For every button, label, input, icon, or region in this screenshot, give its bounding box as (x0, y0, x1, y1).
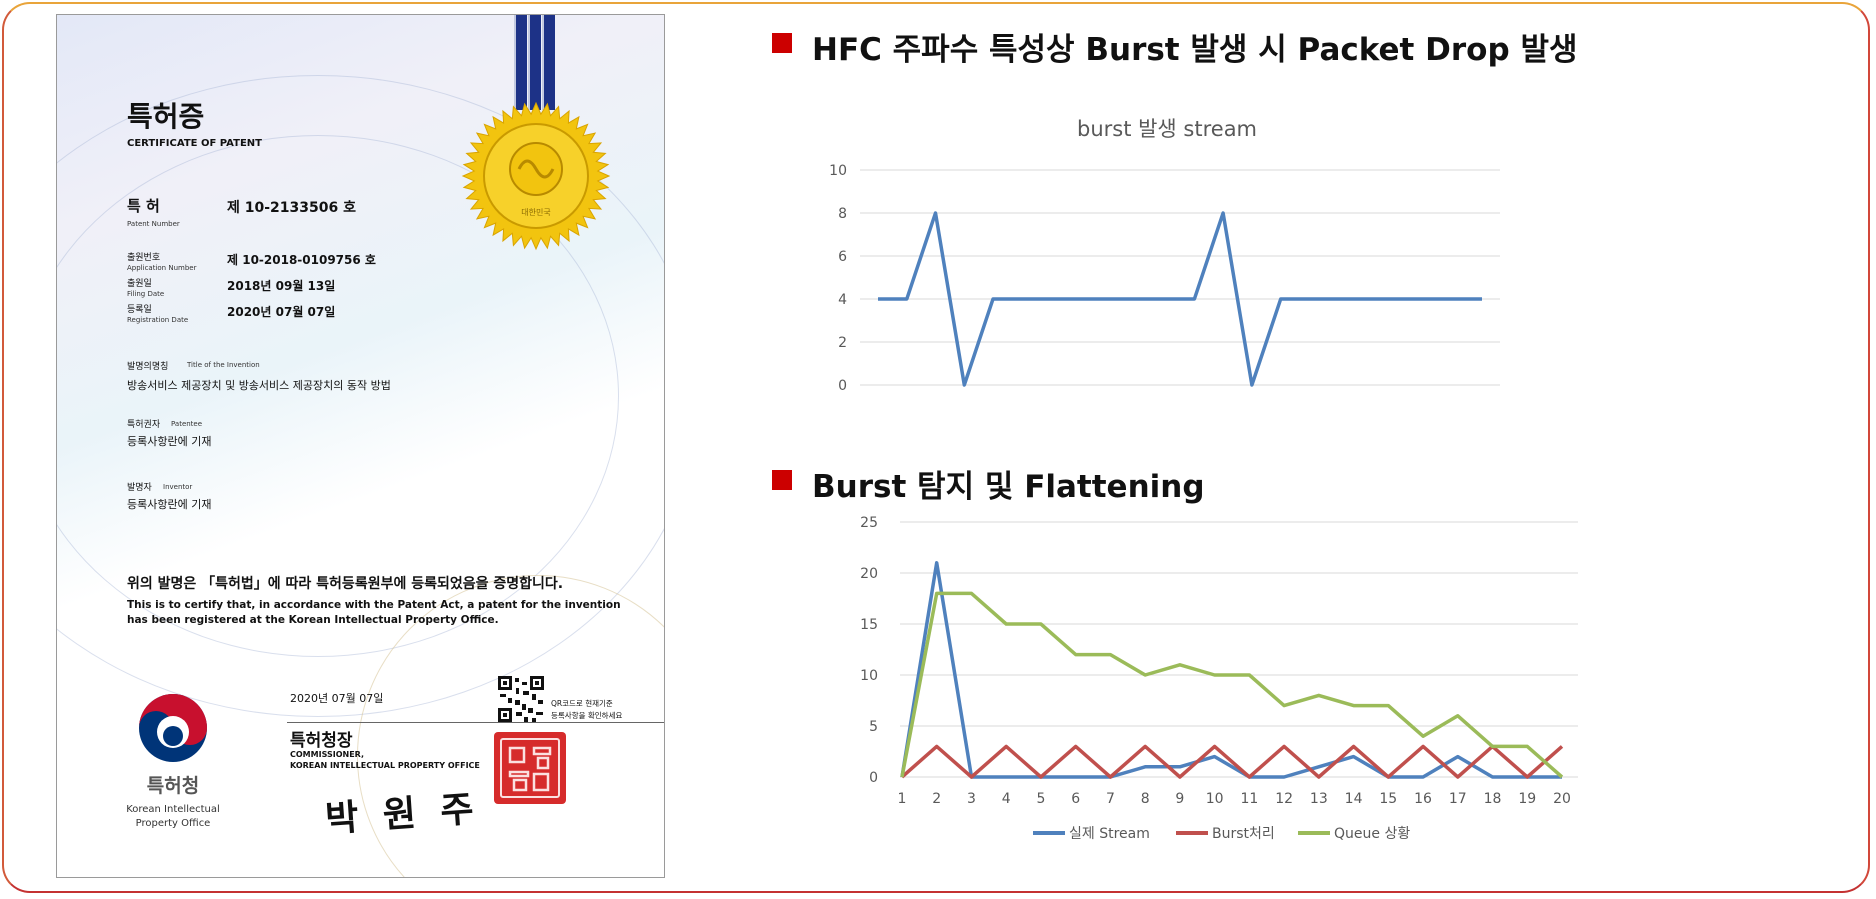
patentee-value: 등록사항란에 기재 (127, 435, 212, 448)
filing-label-en: Filing Date (127, 290, 165, 298)
x-tick-label: 13 (1310, 791, 1328, 807)
seal-text: 대한민국 (521, 207, 550, 217)
divider (287, 722, 664, 723)
section1-heading: HFC 주파수 특성상 Burst 발생 시 Packet Drop 발생 (812, 32, 1578, 68)
x-tick-label: 7 (1106, 791, 1115, 807)
invention-label: 발명의명칭 (127, 362, 169, 372)
y-tick-label: 2 (838, 335, 847, 351)
y-tick-label: 0 (838, 378, 847, 394)
chart-title: burst 발생 stream (1077, 117, 1257, 141)
patent-label: 특 허 (127, 197, 160, 215)
office-name-en-1: Korean Intellectual (126, 804, 220, 815)
y-tick-label: 4 (838, 292, 847, 308)
patent-certificate: 대한민국 특허증 CERTIFICATE OF PATENT 특 허 Paten… (56, 14, 665, 878)
y-tick-label: 8 (838, 206, 847, 222)
x-tick-label: 3 (967, 791, 976, 807)
application-label: 출원번호 (127, 253, 161, 263)
filing-date: 2018년 09월 13일 (227, 279, 336, 293)
commissioner-en-2: KOREAN INTELLECTUAL PROPERTY OFFICE (290, 761, 480, 770)
x-tick-label: 5 (1036, 791, 1045, 807)
x-tick-label: 14 (1345, 791, 1363, 807)
x-tick-label: 2 (932, 791, 941, 807)
y-tick-label: 25 (860, 515, 878, 531)
certify-statement-en-2: has been registered at the Korean Intell… (127, 614, 499, 626)
registration-date: 2020년 07월 07일 (227, 305, 336, 319)
series-line (900, 591, 1564, 779)
section1-bullet (772, 33, 792, 53)
y-tick-label: 5 (869, 719, 878, 735)
x-tick-label: 19 (1518, 791, 1536, 807)
patentee-label-en: Patentee (171, 420, 203, 428)
inventor-value: 등록사항란에 기재 (127, 498, 212, 511)
certificate-title: 특허증 (127, 100, 205, 133)
application-label-en: Application Number (127, 264, 197, 272)
x-tick-label: 9 (1175, 791, 1184, 807)
y-tick-label: 10 (860, 668, 878, 684)
y-tick-label: 10 (829, 163, 847, 179)
certificate-subtitle: CERTIFICATE OF PATENT (127, 138, 262, 149)
issue-date: 2020년 07월 07일 (290, 692, 384, 705)
legend-label: Burst처리 (1212, 826, 1275, 842)
invention-label-en: Title of the Invention (187, 361, 260, 369)
x-tick-label: 4 (1002, 791, 1011, 807)
filing-label: 출원일 (127, 279, 152, 289)
ribbon (542, 15, 555, 110)
inventor-label-en: Inventor (163, 483, 193, 491)
x-tick-label: 1 (898, 791, 907, 807)
x-tick-label: 18 (1484, 791, 1502, 807)
certify-statement-en-1: This is to certify that, in accordance w… (127, 599, 621, 611)
registration-label-en: Registration Date (127, 316, 189, 324)
section2-heading: Burst 탐지 및 Flattening (812, 469, 1205, 505)
x-tick-label: 17 (1449, 791, 1467, 807)
burst-stream-chart: burst 발생 stream 0 2 4 6 8 10 (829, 117, 1500, 394)
korea-taegeuk-logo-icon (139, 694, 207, 762)
x-tick-label: 16 (1414, 791, 1432, 807)
qr-note-1: QR코드로 현재기준 (551, 699, 613, 708)
legend-label: 실제 Stream (1069, 826, 1150, 842)
y-tick-label: 15 (860, 617, 878, 633)
signature: 박 원 주 (323, 787, 481, 841)
y-tick-label: 0 (869, 770, 878, 786)
gold-seal-icon: 대한민국 (461, 101, 611, 251)
qr-code-icon (498, 676, 544, 722)
office-name-ko: 특허청 (146, 775, 200, 797)
office-name-en-2: Property Office (135, 818, 211, 829)
official-stamp-icon (494, 732, 566, 804)
invention-title: 방송서비스 제공장치 및 방송서비스 제공장치의 동작 방법 (127, 379, 391, 392)
qr-note-2: 등록사항을 확인하세요 (551, 711, 623, 720)
y-tick-label: 6 (838, 249, 847, 265)
x-tick-label: 8 (1141, 791, 1150, 807)
commissioner-title: 특허청장 (290, 731, 353, 751)
patent-number: 제 10-2133506 호 (227, 200, 356, 216)
x-tick-label: 12 (1275, 791, 1293, 807)
series-line (878, 211, 1482, 387)
series-line (900, 561, 1562, 779)
x-tick-label: 10 (1206, 791, 1224, 807)
ribbon (528, 15, 541, 110)
x-tick-label: 11 (1240, 791, 1258, 807)
patentee-label: 특허권자 (127, 420, 161, 430)
x-tick-label: 6 (1071, 791, 1080, 807)
inventor-label: 발명자 (127, 483, 152, 493)
x-tick-label: 20 (1553, 791, 1571, 807)
y-tick-label: 20 (860, 566, 878, 582)
legend-label: Queue 상황 (1334, 826, 1410, 842)
commissioner-en-1: COMMISSIONER, (290, 750, 365, 759)
x-tick-label: 15 (1379, 791, 1397, 807)
application-number: 제 10-2018-0109756 호 (227, 253, 376, 267)
series-line (900, 744, 1564, 779)
certify-statement-ko: 위의 발명은 「특허법」에 따라 특허등록원부에 등록되었음을 증명합니다. (127, 576, 564, 592)
section2-bullet (772, 470, 792, 490)
ribbon (514, 15, 527, 110)
registration-label: 등록일 (127, 305, 152, 315)
patent-label-en: Patent Number (127, 220, 180, 228)
